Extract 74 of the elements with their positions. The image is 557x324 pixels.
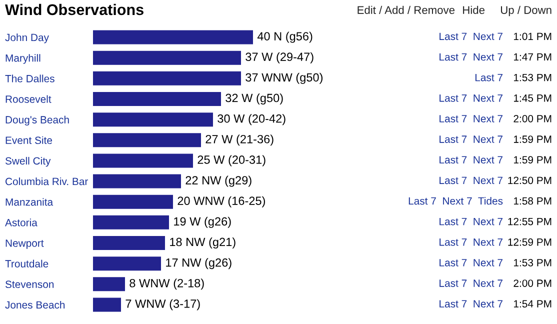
- bar: [93, 30, 253, 44]
- text: Last 7 Next 7: [440, 238, 502, 246]
- data-label: 19 W (g26): [174, 216, 231, 228]
- text: 2:00 PM: [514, 280, 552, 287]
- text: 12:55 PM: [508, 218, 552, 226]
- y-tick-label: Troutdale: [5, 260, 48, 268]
- text: 1:59 PM: [514, 136, 552, 143]
- data-label: 37 WNW (g50): [246, 72, 322, 84]
- text: Hide: [463, 6, 485, 14]
- text: Last 7 Next 7: [440, 53, 502, 61]
- text: Last 7 Next 7: [440, 115, 502, 122]
- text: 1:59 PM: [514, 156, 552, 164]
- text: Last 7 Next 7: [440, 94, 502, 102]
- data-label: 17 NW (g26): [166, 258, 232, 270]
- y-tick-label: Astoria: [5, 218, 38, 226]
- bar: [93, 174, 181, 188]
- text: Last 7 Next 7: [440, 218, 502, 226]
- y-tick-label: Roosevelt: [6, 95, 52, 103]
- bar: [93, 92, 221, 106]
- data-label: 7 WNW (3-17): [126, 299, 200, 310]
- data-label: 37 W (29-47): [246, 52, 314, 64]
- bar: [93, 154, 193, 168]
- y-tick-label: Newport: [6, 240, 44, 249]
- bar: [93, 50, 241, 65]
- bar: [93, 71, 241, 86]
- y-tick-label: Doug's Beach: [6, 116, 69, 126]
- y-tick-label: Manzanita: [6, 198, 54, 206]
- text: Last 7 Next 7: [440, 259, 502, 266]
- data-label: 27 W (21-36): [206, 134, 274, 146]
- text: 12:59 PM: [508, 238, 552, 246]
- text: 2:00 PM: [514, 114, 552, 122]
- data-label: 30 W (20-42): [218, 114, 286, 126]
- y-tick-label: The Dalles: [5, 74, 54, 82]
- chart-title: Wind Observations: [5, 4, 144, 16]
- text: 1:53 PM: [514, 74, 552, 82]
- text: Last 7 Next 7 Tides: [408, 197, 503, 205]
- text: Edit / Add / Remove: [358, 6, 455, 14]
- y-tick-label: Stevenson: [5, 280, 54, 288]
- text: Last 7: [475, 74, 502, 82]
- data-label: 20 WNW (16-25): [178, 196, 265, 208]
- text: 1:45 PM: [514, 94, 552, 102]
- text: Last 7 Next 7: [440, 156, 502, 164]
- text: Last 7 Next 7: [440, 32, 502, 40]
- data-label: 40 N (g56): [257, 32, 312, 43]
- data-label: 32 W (g50): [226, 94, 283, 105]
- data-label: 8 WNW (2-18): [130, 278, 204, 290]
- data-label: 18 NW (g21): [170, 237, 236, 249]
- bar: [93, 277, 125, 292]
- text: 1:01 PM: [514, 32, 552, 40]
- y-tick-label: Columbia Riv. Bar: [6, 178, 88, 186]
- text: 1:53 PM: [514, 258, 552, 266]
- y-tick-label: Jones Beach: [5, 300, 65, 309]
- text: Last 7 Next 7: [440, 136, 502, 143]
- y-tick-label: John Day: [5, 34, 49, 44]
- text: 12:50 PM: [508, 176, 552, 184]
- text: 1:47 PM: [514, 53, 552, 61]
- data-label: 22 NW (g29): [186, 176, 252, 187]
- bar: [93, 112, 213, 127]
- bar: [93, 298, 121, 312]
- y-tick-label: Event Site: [6, 136, 52, 144]
- text: Last 7 Next 7: [440, 300, 502, 308]
- bar: [93, 215, 169, 230]
- text: Last 7 Next 7: [440, 176, 502, 184]
- y-tick-label: Swell City: [5, 156, 51, 167]
- text: Up / Down: [500, 6, 552, 16]
- data-label: 25 W (20-31): [198, 155, 266, 166]
- bar: [93, 194, 173, 209]
- y-tick-label: Maryhill: [6, 54, 40, 64]
- text: 1:58 PM: [514, 197, 552, 205]
- text: Last 7 Next 7: [440, 280, 502, 287]
- bar: [93, 236, 165, 250]
- text: 1:54 PM: [514, 300, 552, 308]
- bar: [93, 256, 161, 271]
- bar: [93, 133, 201, 148]
